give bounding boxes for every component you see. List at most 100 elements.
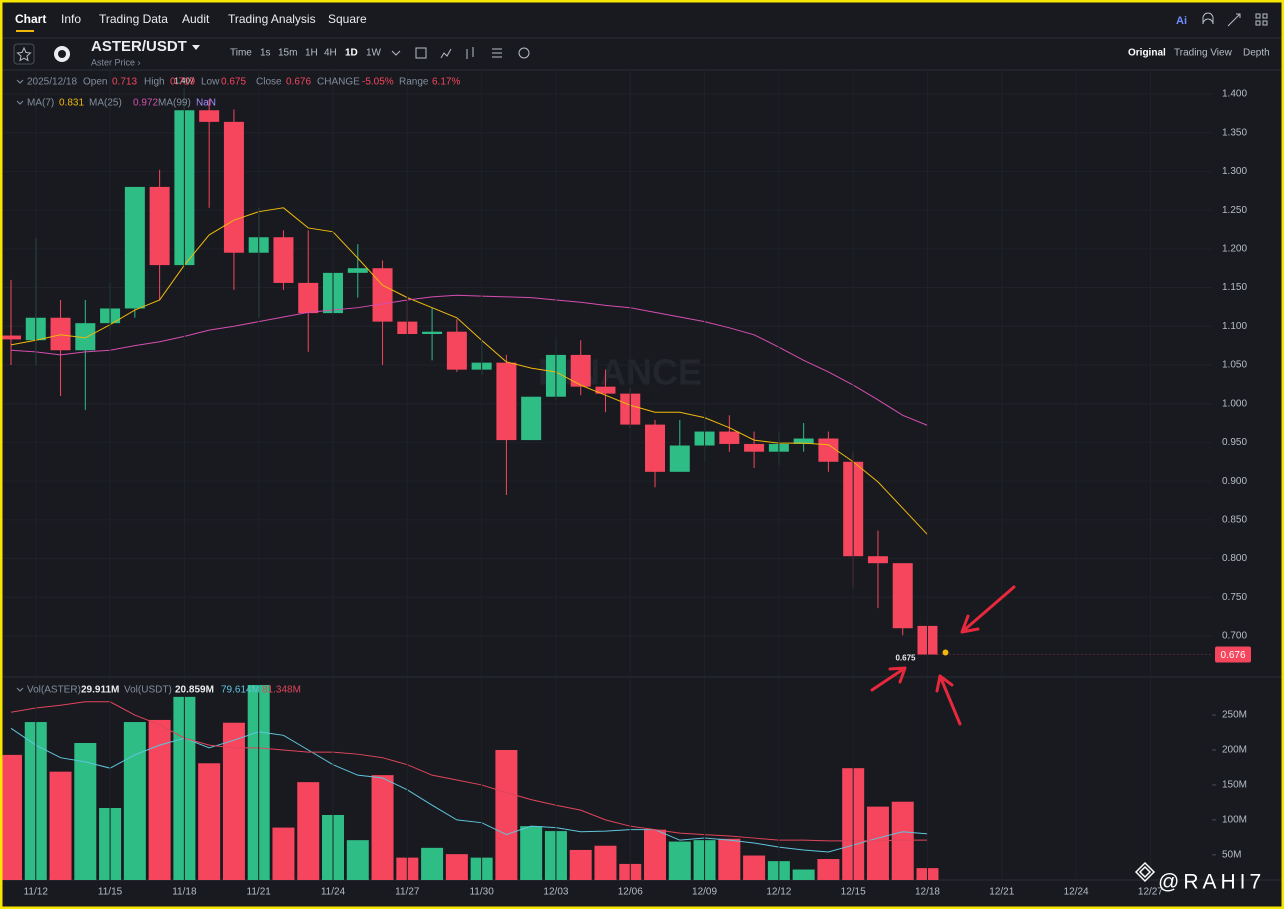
volume-bar (74, 743, 97, 880)
y-tick-label: 1.200 (1222, 243, 1247, 254)
volume-bar (594, 845, 617, 880)
y-tick-label: 1.400 (1222, 89, 1247, 100)
volume-bar (272, 827, 295, 880)
x-tick-label: 11/27 (395, 887, 420, 898)
interval[interactable]: 1H (305, 48, 318, 59)
nav-tab[interactable]: Chart (15, 12, 46, 26)
volume-legend: 79.614M (221, 685, 260, 696)
expand-icon[interactable] (1227, 13, 1241, 27)
grid-icon[interactable] (1255, 20, 1261, 26)
x-tick-label: 11/18 (172, 887, 197, 898)
symbol-dropdown[interactable] (192, 45, 200, 50)
candle-body (50, 317, 71, 351)
interval[interactable]: 4H (324, 48, 337, 59)
volume-bar (49, 771, 72, 880)
favorite-button[interactable] (13, 43, 35, 65)
info-item: CHANGE (317, 77, 360, 88)
volume-bar (817, 859, 840, 880)
x-tick-label: 12/21 (989, 887, 1014, 898)
tool-icon[interactable] (518, 47, 530, 59)
arrow (960, 585, 1016, 634)
x-tick-label: 11/30 (469, 887, 494, 898)
volume-bar (198, 763, 221, 880)
candle-body (570, 354, 591, 387)
volume-bar (0, 754, 22, 880)
red-arrows (870, 585, 1016, 726)
view-option[interactable]: Original (1128, 48, 1166, 59)
ai-icon[interactable]: Ai (1176, 15, 1187, 27)
x-tick-label: 12/06 (618, 887, 643, 898)
nav-tab[interactable]: Trading Data (99, 12, 168, 26)
candle-body (496, 362, 517, 441)
ma-legend: 0.831 (59, 98, 84, 109)
low-label: 0.675 (895, 653, 916, 662)
ma-legend: MA(99) (158, 98, 191, 109)
grid-icon[interactable] (1262, 13, 1268, 19)
interval[interactable]: 1D (345, 48, 358, 59)
nav-tab[interactable]: Trading Analysis (228, 12, 316, 26)
info-item: Low (201, 77, 220, 88)
candle-body (744, 443, 765, 452)
candle-body (273, 237, 294, 283)
volume-bar (792, 869, 815, 880)
ma-line (10, 294, 928, 426)
volume-bar (644, 829, 667, 880)
volume-bar (891, 801, 914, 880)
x-tick-label: 12/24 (1064, 887, 1089, 898)
interval[interactable]: 1W (366, 48, 382, 59)
interval-dropdown[interactable] (391, 50, 401, 56)
tool-icon[interactable] (440, 48, 452, 59)
volume-bar (222, 722, 245, 880)
y-tick-label: 100M (1222, 815, 1247, 826)
y-tick-label: 1.350 (1222, 127, 1247, 138)
volume-bar (718, 838, 741, 880)
candle-body (446, 331, 467, 370)
y-tick-label: 50M (1222, 849, 1241, 860)
info-item: High (144, 77, 165, 88)
candle-body (149, 186, 170, 266)
volume-bar (297, 782, 320, 880)
live-dot (942, 649, 949, 656)
candle-body (892, 563, 913, 629)
y-tick-label: 1.000 (1222, 398, 1247, 409)
grid-icon[interactable] (1262, 20, 1268, 26)
candle-body (199, 110, 220, 122)
tool-icon[interactable] (492, 48, 502, 58)
x-tick-label: 12/18 (915, 887, 940, 898)
volume-bar (445, 854, 468, 880)
candle-body (298, 282, 319, 314)
info-item: -5.05% (362, 77, 394, 88)
tool-icon[interactable] (466, 47, 474, 59)
nav-tab[interactable]: Audit (182, 12, 210, 26)
view-option[interactable]: Trading View (1174, 48, 1233, 59)
view-option[interactable]: Depth (1243, 48, 1270, 59)
last-price-box (1215, 646, 1251, 663)
top-right-icons (1202, 12, 1268, 27)
x-tick-label: 12/15 (841, 887, 866, 898)
interval[interactable]: Time (230, 48, 252, 59)
high-label: 1.407 (174, 77, 195, 86)
watermark-logo (1134, 861, 1156, 883)
tool-icon[interactable] (415, 47, 427, 59)
x-tick-label: 11/12 (24, 887, 49, 898)
ma-line (10, 207, 928, 535)
y-tick-label: 0.800 (1222, 553, 1247, 564)
x-tick-label: 12/12 (766, 887, 791, 898)
info-item: 2025/12/18 (27, 77, 77, 88)
interval[interactable]: 1s (260, 48, 271, 59)
candle-body (793, 438, 814, 444)
candle-body (422, 331, 443, 335)
nav-tab[interactable]: Info (61, 12, 81, 26)
volume-legend: Vol(USDT) (124, 685, 172, 696)
bell-icon[interactable] (1202, 12, 1214, 25)
arrow (935, 674, 962, 726)
interval[interactable]: 15m (278, 48, 297, 59)
nav-tab[interactable]: Square (328, 12, 367, 26)
candle-body (645, 424, 666, 472)
volume-ma-line (10, 727, 928, 853)
volume-bar (148, 719, 171, 880)
grid-icon[interactable] (1255, 13, 1261, 19)
volume-bar (421, 847, 444, 880)
y-tick-label: 150M (1222, 780, 1247, 791)
